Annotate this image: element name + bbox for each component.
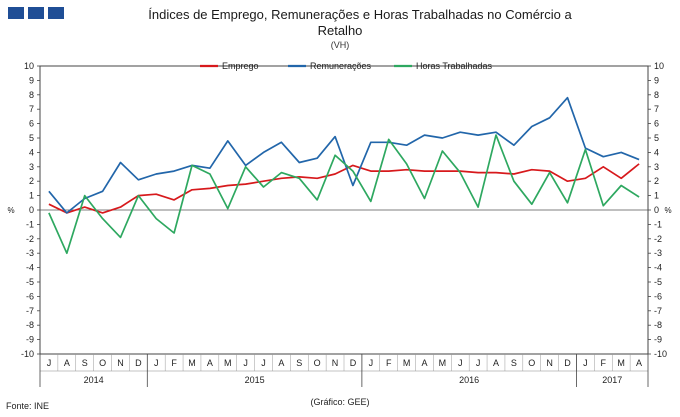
y-tick-label-right: 8: [654, 90, 659, 100]
y-tick-label-left: -6: [26, 291, 34, 301]
source-note: Fonte: INE: [6, 401, 50, 411]
y-tick-label-right: 6: [654, 119, 659, 129]
logo-block: [8, 7, 24, 19]
x-tick-label: J: [369, 358, 374, 368]
y-tick-label-right: 2: [654, 176, 659, 186]
x-tick-label: S: [511, 358, 517, 368]
y-tick-label-left: -3: [26, 248, 34, 258]
y-tick-label-left: 0: [29, 205, 34, 215]
x-tick-label: J: [154, 358, 159, 368]
y-tick-label-right: 3: [654, 162, 659, 172]
year-label: 2014: [84, 375, 104, 385]
x-tick-label: N: [546, 358, 553, 368]
chart-title-line1: Índices de Emprego, Remunerações e Horas…: [148, 7, 572, 22]
y-tick-label-right: -2: [654, 234, 662, 244]
y-axis-label-left: %: [7, 206, 14, 215]
y-tick-label-left: 2: [29, 176, 34, 186]
x-tick-label: F: [386, 358, 392, 368]
x-tick-label: F: [601, 358, 607, 368]
x-tick-label: J: [476, 358, 481, 368]
y-tick-label-right: -5: [654, 277, 662, 287]
brand-logo: [8, 7, 64, 19]
chart-credit: (Gráfico: GEE): [310, 397, 370, 407]
y-tick-label-left: 1: [29, 191, 34, 201]
x-tick-label: A: [421, 358, 427, 368]
x-tick-label: J: [261, 358, 266, 368]
y-tick-label-left: 5: [29, 133, 34, 143]
x-tick-label: S: [296, 358, 302, 368]
x-tick-label: M: [188, 358, 196, 368]
y-tick-label-left: -8: [26, 320, 34, 330]
y-tick-label-right: -3: [654, 248, 662, 258]
x-tick-label: M: [403, 358, 411, 368]
x-tick-label: J: [458, 358, 463, 368]
y-tick-label-right: 5: [654, 133, 659, 143]
x-tick-label: A: [278, 358, 284, 368]
y-tick-label-right: -1: [654, 219, 662, 229]
x-tick-label: O: [314, 358, 321, 368]
x-tick-label: N: [117, 358, 124, 368]
year-label: 2016: [459, 375, 479, 385]
y-tick-label-left: 7: [29, 104, 34, 114]
y-tick-label-right: 7: [654, 104, 659, 114]
y-tick-label-right: -7: [654, 306, 662, 316]
chart-title-line2: Retalho: [317, 23, 363, 38]
y-tick-label-left: 4: [29, 147, 34, 157]
y-tick-label-right: 9: [654, 75, 659, 85]
x-tick-label: F: [171, 358, 177, 368]
y-tick-label-left: -9: [26, 335, 34, 345]
y-tick-label-right: -8: [654, 320, 662, 330]
y-tick-label-right: -6: [654, 291, 662, 301]
y-tick-label-right: -4: [654, 263, 662, 273]
series-line-remuneracoes: [48, 96, 640, 214]
y-tick-label-left: 9: [29, 75, 34, 85]
x-tick-label: S: [82, 358, 88, 368]
y-tick-label-left: -10: [21, 349, 34, 359]
y-tick-label-left: 6: [29, 119, 34, 129]
x-tick-label: A: [207, 358, 213, 368]
series-line-horas-trabalhadas: [48, 134, 640, 255]
x-tick-label: D: [350, 358, 357, 368]
y-tick-label-left: -7: [26, 306, 34, 316]
y-axis-label-right: %: [664, 206, 671, 215]
x-tick-label: J: [243, 358, 248, 368]
x-tick-label: M: [617, 358, 625, 368]
y-tick-label-left: 10: [24, 61, 34, 71]
year-label: 2015: [245, 375, 265, 385]
y-tick-label-right: -10: [654, 349, 667, 359]
legend-label: Remunerações: [310, 61, 372, 71]
y-tick-label-left: 8: [29, 90, 34, 100]
y-tick-label-right: 10: [654, 61, 664, 71]
x-tick-label: D: [564, 358, 571, 368]
x-tick-label: A: [64, 358, 70, 368]
x-tick-label: O: [99, 358, 106, 368]
x-tick-label: J: [47, 358, 52, 368]
y-tick-label-right: 4: [654, 147, 659, 157]
x-tick-label: M: [439, 358, 447, 368]
y-tick-label-left: 3: [29, 162, 34, 172]
x-tick-label: D: [135, 358, 142, 368]
series-line-emprego: [48, 163, 640, 214]
x-tick-label: N: [332, 358, 339, 368]
x-tick-label: M: [224, 358, 232, 368]
chart-subtitle: (VH): [330, 40, 350, 50]
logo-block: [28, 7, 44, 19]
legend-label: Horas Trabalhadas: [416, 61, 493, 71]
y-tick-label-left: -1: [26, 219, 34, 229]
x-tick-label: J: [583, 358, 588, 368]
y-tick-label-left: -2: [26, 234, 34, 244]
year-label: 2017: [602, 375, 622, 385]
logo-block: [48, 7, 64, 19]
y-tick-label-right: -9: [654, 335, 662, 345]
y-tick-label-right: 0: [654, 205, 659, 215]
legend-label: Emprego: [222, 61, 259, 71]
y-tick-label-left: -5: [26, 277, 34, 287]
y-tick-label-right: 1: [654, 191, 659, 201]
x-tick-label: A: [493, 358, 499, 368]
x-tick-label: A: [636, 358, 642, 368]
y-tick-label-left: -4: [26, 263, 34, 273]
x-tick-label: O: [528, 358, 535, 368]
